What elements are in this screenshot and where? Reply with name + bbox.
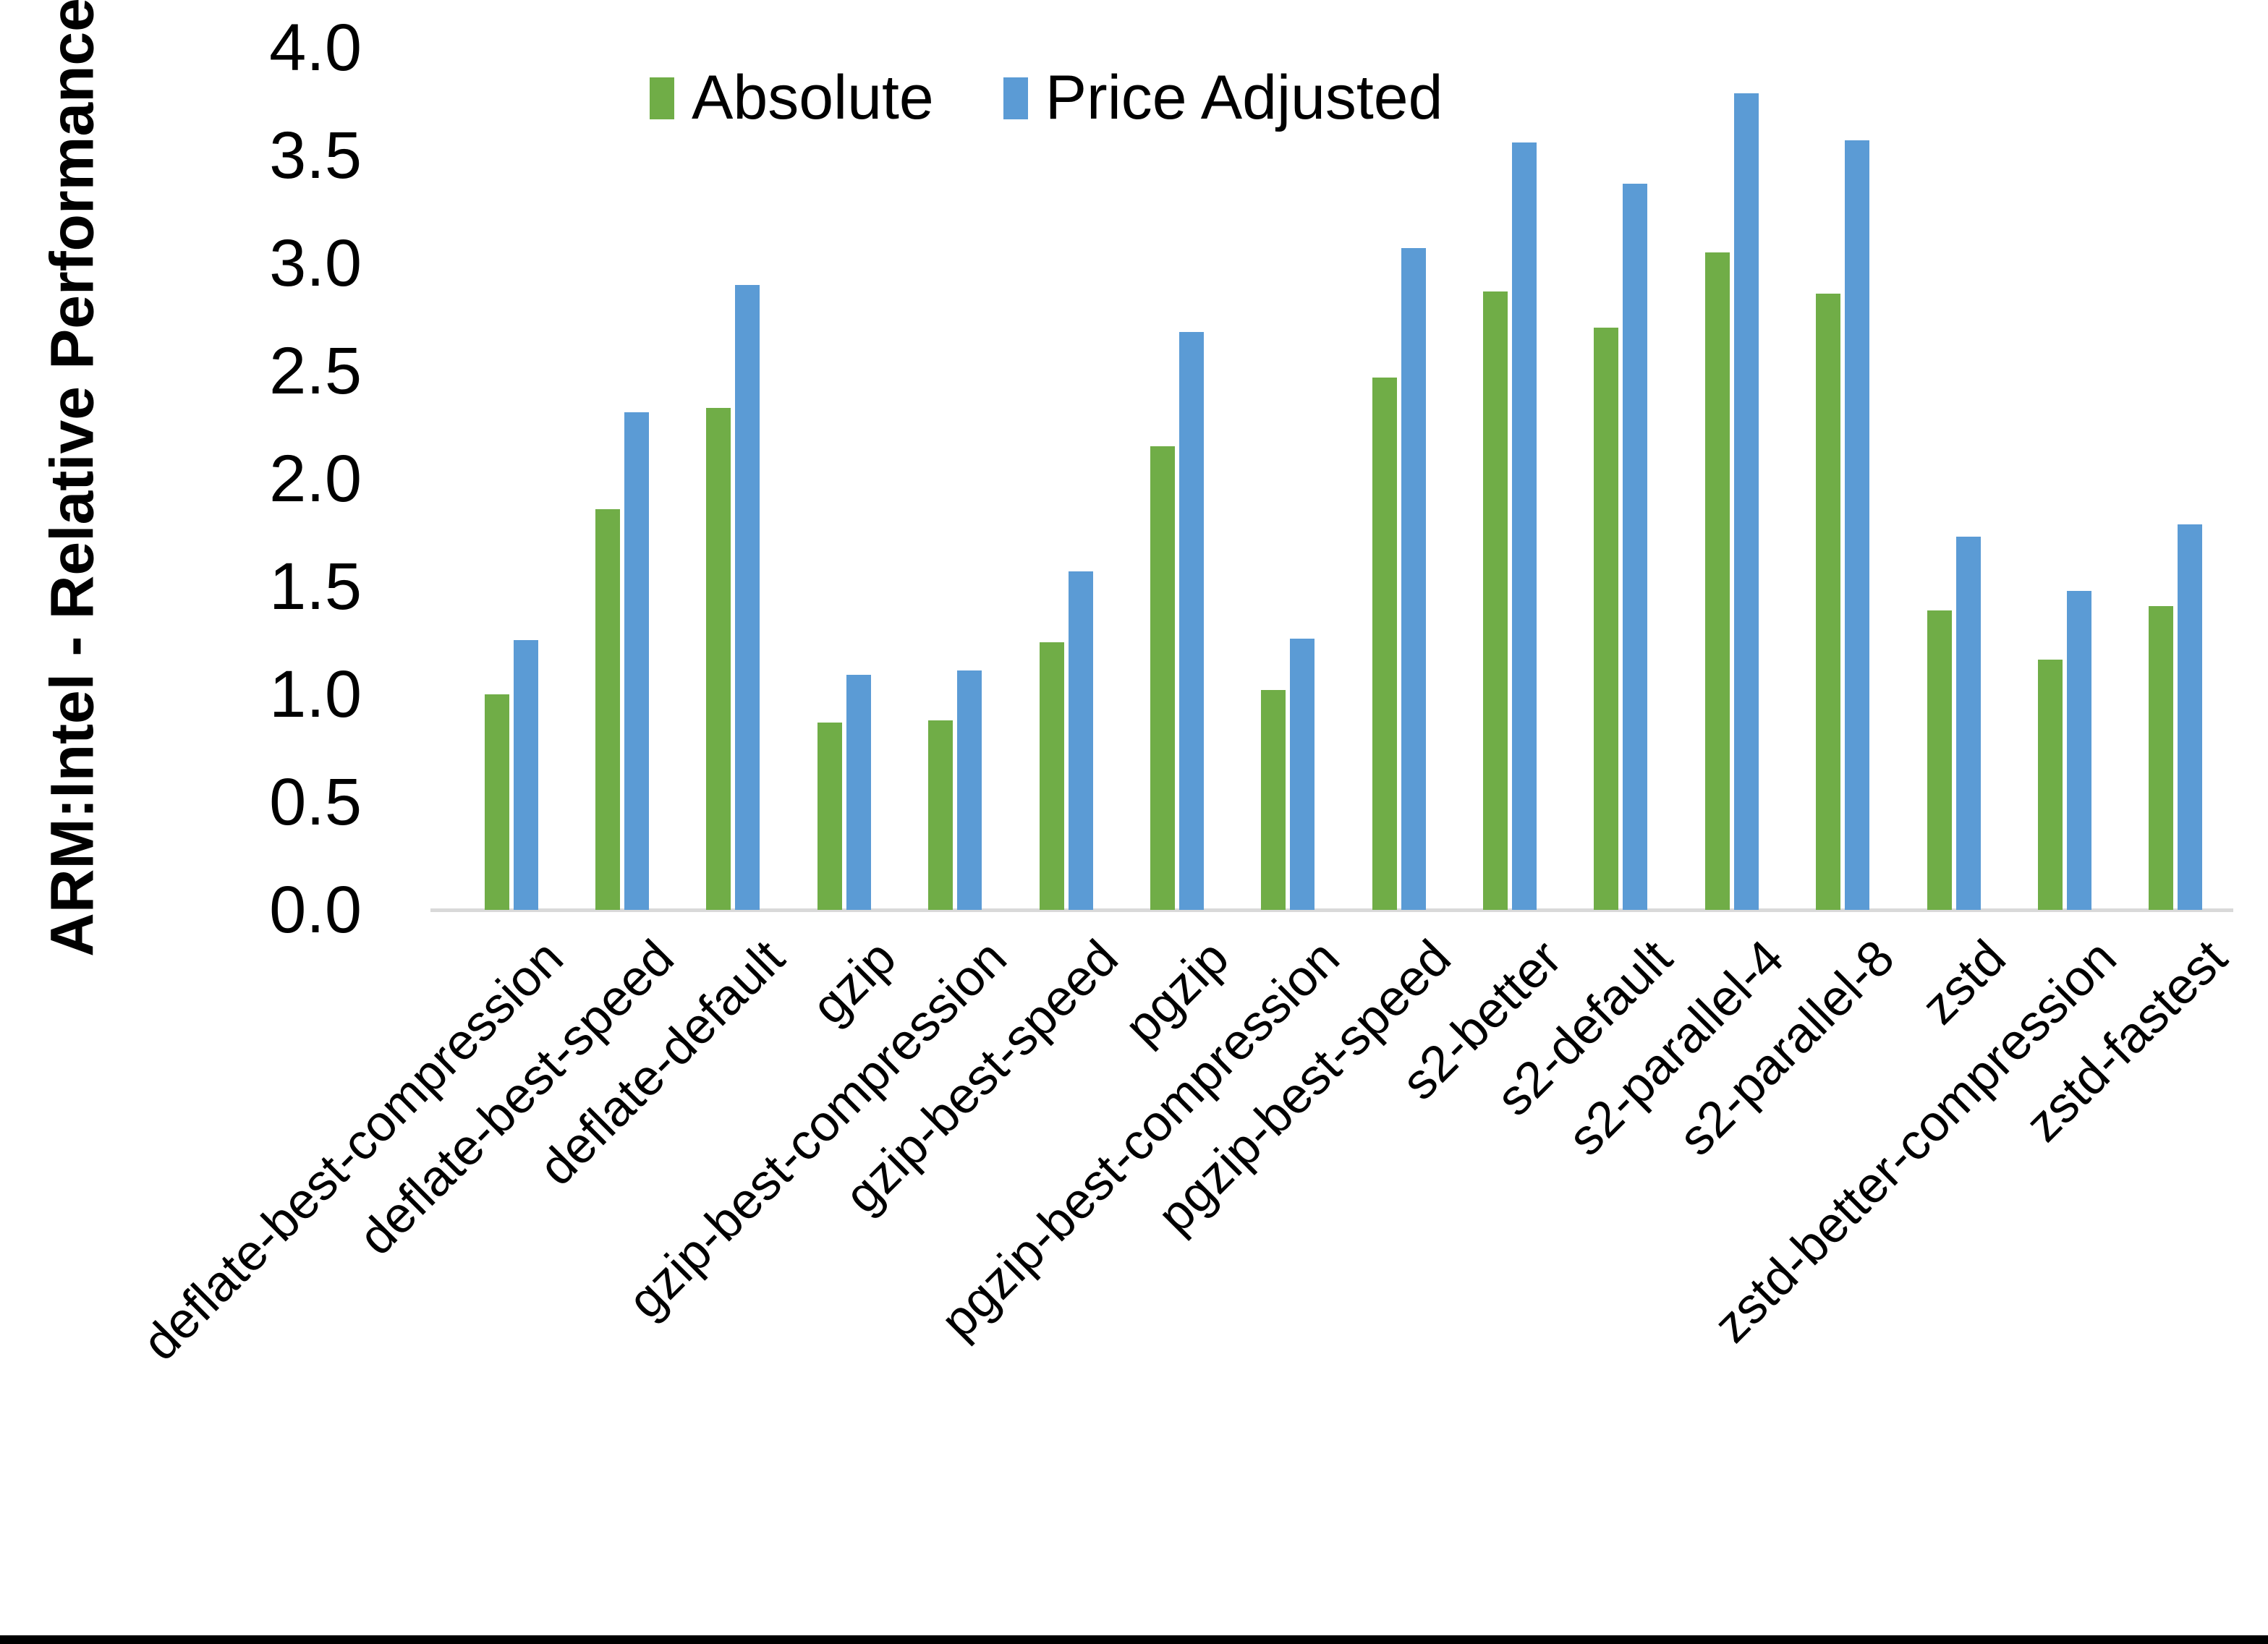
bar-absolute-s2-better	[1483, 291, 1508, 910]
y-tick-label-0.5: 0.5	[269, 764, 362, 839]
legend-label-absolute: Absolute	[692, 63, 934, 132]
bar-price-adjusted-deflate-default	[735, 285, 760, 910]
bar-absolute-pgzip-best-speed	[1372, 378, 1397, 910]
bar-absolute-gzip-best-compression	[928, 720, 953, 910]
bar-absolute-s2-parallel-8	[1816, 294, 1840, 910]
bar-absolute-zstd	[1927, 610, 1952, 910]
bar-absolute-zstd-better-compression	[2038, 660, 2063, 910]
plot-area	[456, 48, 2231, 910]
bar-price-adjusted-pgzip-best-compression	[1290, 639, 1314, 910]
bar-price-adjusted-s2-better	[1512, 142, 1537, 910]
bar-price-adjusted-gzip-best-compression	[957, 670, 982, 910]
legend-label-price-adjusted: Price Adjusted	[1045, 63, 1443, 132]
legend-swatch-absolute	[650, 77, 674, 119]
bar-price-adjusted-zstd-better-compression	[2067, 591, 2091, 910]
bar-absolute-pgzip	[1150, 446, 1175, 910]
y-tick-label-4.0: 4.0	[269, 10, 362, 85]
bar-absolute-s2-parallel-4	[1705, 252, 1730, 910]
y-axis-title: ARM:Intel - Relative Performance	[38, 0, 106, 957]
bar-absolute-s2-default	[1594, 328, 1618, 910]
bottom-border-line	[0, 1635, 2268, 1644]
bar-price-adjusted-deflate-best-compression	[514, 640, 538, 910]
x-axis-line	[430, 908, 2233, 912]
bar-absolute-deflate-best-compression	[485, 694, 509, 910]
y-tick-label-1.5: 1.5	[269, 549, 362, 623]
bar-absolute-deflate-default	[706, 408, 731, 910]
bar-absolute-zstd-fastest	[2149, 606, 2173, 910]
bar-price-adjusted-pgzip-best-speed	[1401, 248, 1426, 910]
bar-absolute-gzip-best-speed	[1040, 642, 1064, 910]
bar-price-adjusted-gzip-best-speed	[1069, 571, 1093, 910]
bar-price-adjusted-zstd	[1956, 537, 1981, 910]
bar-price-adjusted-pgzip	[1179, 332, 1204, 910]
y-tick-label-2.5: 2.5	[269, 333, 362, 408]
bar-absolute-gzip	[817, 723, 842, 910]
bar-price-adjusted-gzip	[846, 675, 871, 910]
bar-absolute-deflate-best-speed	[595, 509, 620, 910]
bar-price-adjusted-s2-parallel-8	[1845, 140, 1869, 910]
bar-absolute-pgzip-best-compression	[1261, 690, 1286, 910]
legend-item-price-adjusted: Price Adjusted	[1003, 62, 1443, 134]
bar-price-adjusted-s2-default	[1623, 184, 1647, 910]
legend-swatch-price-adjusted	[1003, 77, 1028, 119]
bar-price-adjusted-s2-parallel-4	[1734, 93, 1759, 910]
bar-price-adjusted-deflate-best-speed	[624, 412, 649, 910]
y-tick-label-3.0: 3.0	[269, 226, 362, 300]
y-tick-label-1.0: 1.0	[269, 657, 362, 731]
y-tick-label-2.0: 2.0	[269, 441, 362, 516]
bar-price-adjusted-zstd-fastest	[2178, 524, 2202, 910]
y-tick-label-3.5: 3.5	[269, 118, 362, 192]
y-tick-label-0.0: 0.0	[269, 872, 362, 947]
legend-item-absolute: Absolute	[650, 62, 934, 134]
legend: Absolute Price Adjusted	[650, 62, 1443, 134]
